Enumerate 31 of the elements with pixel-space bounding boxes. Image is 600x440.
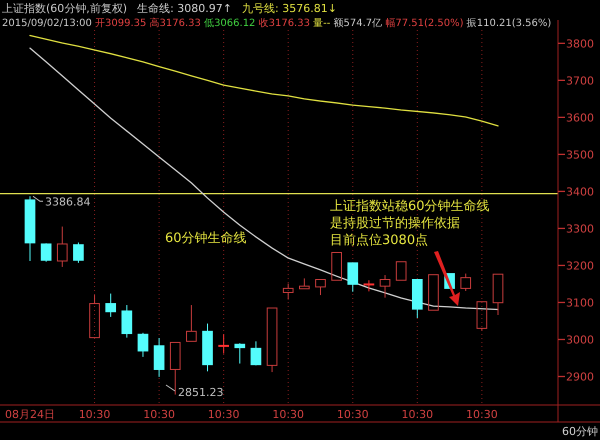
x-tick-label: 08月24日 bbox=[5, 408, 55, 421]
y-tick-label: 3300 bbox=[566, 222, 594, 236]
x-tick-label: 10:30 bbox=[336, 408, 369, 421]
y-tick-label: 2900 bbox=[566, 370, 594, 384]
annotation: 上证指数站稳60分钟生命线 bbox=[330, 199, 490, 214]
x-tick-label: 10:30 bbox=[272, 408, 304, 421]
line-series bbox=[29, 47, 499, 310]
annotation: 2851.23 bbox=[178, 386, 224, 399]
chart-title: 上证指数(60分钟,前复权) bbox=[2, 2, 128, 15]
annotation: 3386.84 bbox=[45, 195, 90, 208]
annotation: 目前点位3080点 bbox=[330, 233, 428, 248]
y-tick-label: 3600 bbox=[566, 111, 594, 124]
y-tick-label: 3200 bbox=[566, 259, 594, 272]
text: 生命线: 3080.97↑ bbox=[137, 2, 232, 15]
x-tick-label: 10:30 bbox=[78, 408, 110, 421]
text: 60分钟 bbox=[562, 425, 598, 438]
y-tick-label: 3800 bbox=[566, 37, 594, 50]
annotation: 60分钟生命线 bbox=[165, 231, 247, 246]
x-tick-label: 10:30 bbox=[208, 408, 240, 421]
x-tick-label: 10:30 bbox=[401, 408, 434, 421]
y-tick-label: 3000 bbox=[566, 333, 594, 346]
x-tick-label: 10:30 bbox=[466, 408, 498, 421]
y-tick-label: 3100 bbox=[566, 296, 594, 310]
text: 2015/09/02/13:00 开3099.35 高3176.33 低3066.12 收3176.33 量-- 额574.7亿 幅77.51(2.50%) 振110.21(3.56%) bbox=[2, 18, 552, 29]
y-tick-label: 3700 bbox=[566, 74, 594, 88]
line-series bbox=[29, 34, 499, 127]
y-tick-label: 3400 bbox=[566, 185, 594, 198]
annotation: 是持股过节的操作依据 bbox=[330, 216, 460, 231]
x-tick-label: 10:30 bbox=[143, 408, 175, 421]
text: 九号线: 3576.81↓ bbox=[242, 2, 337, 15]
y-tick-label: 3500 bbox=[566, 148, 594, 162]
